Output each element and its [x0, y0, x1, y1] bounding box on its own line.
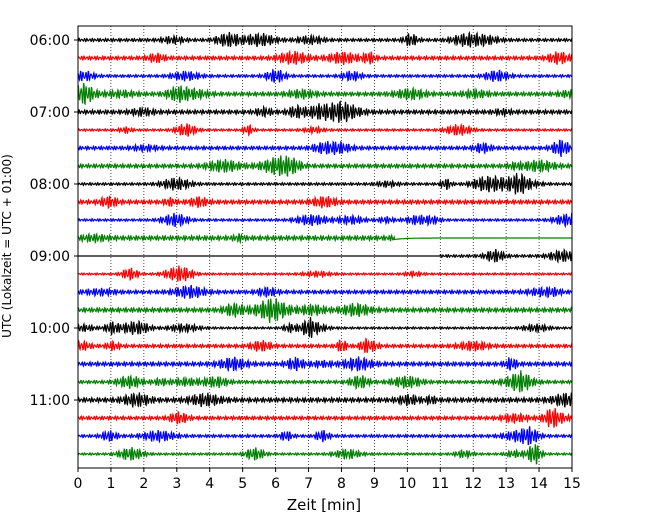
- x-axis-label: Zeit [min]: [287, 496, 361, 514]
- x-tick-label: 9: [370, 476, 379, 492]
- trace-row: [77, 139, 573, 158]
- x-tick-label: 5: [238, 476, 247, 492]
- trace-row: [77, 426, 573, 446]
- plot-frame: [77, 25, 573, 469]
- trace-row: [77, 82, 573, 106]
- y-tick-label: 11:00: [30, 393, 70, 409]
- x-tick-label: 7: [304, 476, 313, 492]
- y-tick-label: 08:00: [30, 177, 70, 193]
- x-tick-label: 8: [337, 476, 346, 492]
- trace-row: [77, 356, 573, 373]
- trace-row: [77, 337, 573, 353]
- y-tick-label: 09:00: [30, 249, 70, 265]
- trace-row: [77, 172, 573, 195]
- trace-row: [77, 155, 573, 177]
- trace-row: [77, 68, 573, 83]
- x-tick-label: 13: [497, 476, 515, 492]
- trace-row: [77, 49, 573, 65]
- seismic-traces: [77, 30, 573, 465]
- trace-row: [78, 247, 573, 264]
- trace-row: [77, 122, 573, 137]
- trace-row: [77, 444, 573, 465]
- y-tick-label: 07:00: [30, 105, 70, 121]
- x-tick-label: 14: [530, 476, 548, 492]
- x-tick-label: 6: [271, 476, 280, 492]
- trace-row: [77, 100, 573, 123]
- trace-row: [77, 212, 573, 229]
- trace-row: [77, 392, 573, 408]
- trace-row: [77, 265, 573, 282]
- axes: 0 1 2 3 4 5 6 7 8 9 10 11 12 13 14 1506:0007:0008:0009:…: [30, 25, 581, 492]
- trace-row: [77, 298, 573, 324]
- trace-row: [77, 284, 573, 300]
- x-tick-label: 0: [74, 476, 83, 492]
- x-tick-label: 10: [398, 476, 416, 492]
- x-tick-label: 4: [205, 476, 214, 492]
- x-tick-label: 12: [464, 476, 482, 492]
- x-tick-label: 1: [106, 476, 115, 492]
- y-axis-label: UTC (Lokalzeit = UTC + 01:00): [0, 154, 14, 338]
- x-tick-label: 11: [431, 476, 449, 492]
- x-tick-label: 15: [563, 476, 581, 492]
- trace-row: [77, 370, 573, 393]
- y-tick-label: 10:00: [30, 321, 70, 337]
- trace-row: [77, 317, 573, 338]
- y-tick-label: 06:00: [30, 33, 70, 49]
- x-tick-label: 2: [139, 476, 148, 492]
- trace-row: [77, 30, 573, 48]
- trace-row: [77, 232, 572, 245]
- trace-row: [77, 408, 573, 428]
- trace-row: [77, 195, 573, 209]
- x-tick-label: 3: [172, 476, 181, 492]
